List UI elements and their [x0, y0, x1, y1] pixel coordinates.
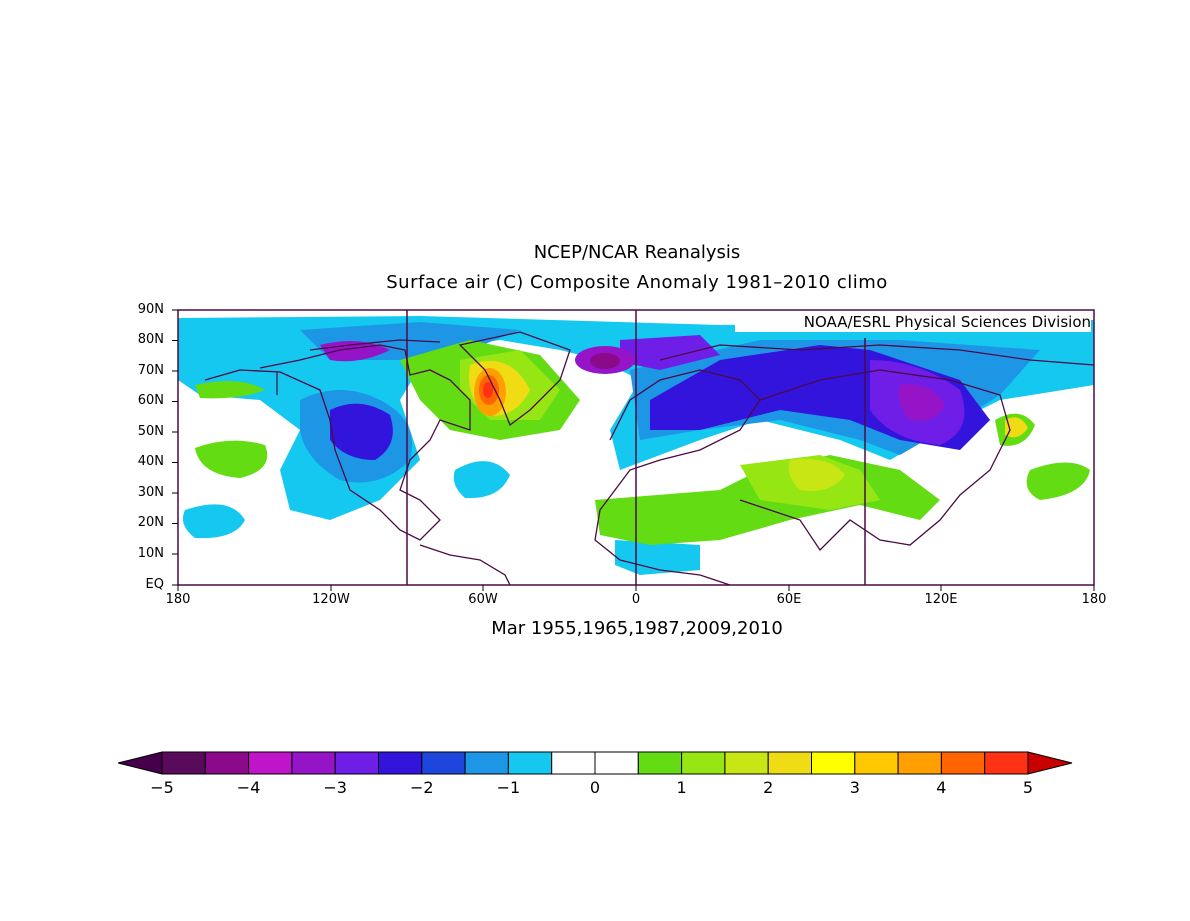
y-tick-label: 20N [137, 515, 164, 530]
field-cold-deep [330, 403, 393, 460]
field-warm-high [1005, 417, 1028, 438]
coast-asia [739, 369, 1011, 552]
colorbar-cell [334, 751, 380, 775]
y-tick-label: EQ [145, 577, 164, 592]
colorbar-label: 3 [849, 778, 860, 797]
colorbar-cell [724, 751, 769, 775]
colorbar-cell [897, 751, 942, 775]
colorbar-label: 0 [589, 778, 601, 797]
y-tick-label: 40N [137, 454, 164, 469]
colorbar-cell [594, 751, 639, 775]
y-tick-label: 80N [137, 332, 164, 347]
y-tick-label: 70N [137, 363, 164, 378]
chart-subtitle: Surface air (C) Composite Anomaly 1981–2… [386, 272, 888, 293]
coastlines [204, 331, 1095, 586]
colorbar-cell [421, 751, 466, 775]
coast-greenland [458, 331, 571, 427]
colorbar-cell [464, 751, 509, 775]
y-tick-label: 90N [137, 302, 164, 317]
y-tick-label: 30N [137, 485, 164, 500]
x-tick-label: 180 [165, 592, 191, 607]
field-warm-light [195, 440, 268, 478]
field-cold-core [590, 353, 620, 369]
colorbar-label: 4 [936, 778, 947, 797]
colorbar-label: 1 [676, 778, 687, 797]
field-cold-purple [898, 384, 945, 421]
field-warm-core [483, 382, 493, 398]
colorbar-cell [248, 751, 293, 775]
colorbar-cell [767, 751, 813, 775]
x-tick-label: 0 [631, 592, 641, 607]
field-warm-light [1026, 462, 1090, 500]
coast-north-america [204, 344, 471, 541]
colorbar-low-arrow [117, 751, 163, 775]
field-cold-light [453, 461, 510, 499]
colorbar-cell [984, 751, 1029, 775]
colorbar-cell [507, 751, 553, 775]
colorbar-label: 5 [1022, 778, 1034, 797]
x-tick-label: 60W [468, 592, 498, 607]
field-warm-high [788, 459, 845, 491]
colorbar-label: −3 [323, 778, 347, 797]
colorbar-label: −4 [236, 778, 261, 797]
colorbar-cell [378, 751, 423, 775]
colorbar-cell [854, 751, 899, 775]
colorbar-label: 2 [763, 778, 774, 797]
y-tick-label: 10N [137, 546, 164, 561]
colorbar-cell [940, 751, 986, 775]
x-tick-label: 180 [1081, 592, 1107, 607]
coast-arctic-canada [309, 339, 441, 351]
chart-period-label: Mar 1955,1965,1987,2009,2010 [491, 618, 783, 639]
x-tick-label: 120W [312, 592, 350, 607]
colorbar-cell [204, 751, 250, 775]
field-cold-light [182, 504, 245, 539]
chart-title: NCEP/NCAR Reanalysis [533, 242, 741, 263]
x-tick-label: 60E [776, 592, 802, 607]
x-tick-marks [177, 585, 1095, 591]
y-tick-label: 50N [137, 424, 164, 439]
credit-label: NOAA/ESRL Physical Sciences Division [735, 312, 1091, 332]
field-warm-light [195, 381, 265, 399]
colorbar-cell [291, 751, 336, 775]
colorbar-cell [551, 751, 596, 775]
colorbar-cell [681, 751, 726, 775]
y-tick-marks [172, 309, 178, 586]
colorbar-high-arrow [1027, 751, 1073, 775]
colorbar-cell [161, 751, 206, 775]
y-tick-label: 60N [137, 393, 164, 408]
colorbar-label: −2 [410, 778, 434, 797]
field-cold-purple [620, 335, 720, 370]
coast-asia-north [659, 344, 1095, 366]
colorbar-label: −5 [150, 778, 174, 797]
coast-south-america [419, 544, 511, 586]
x-tick-label: 120E [924, 592, 958, 607]
coast-europe-africa [594, 369, 761, 586]
colorbar-cell [637, 751, 683, 775]
colorbar-cell [811, 751, 856, 775]
colorbar-label: −1 [496, 778, 521, 797]
